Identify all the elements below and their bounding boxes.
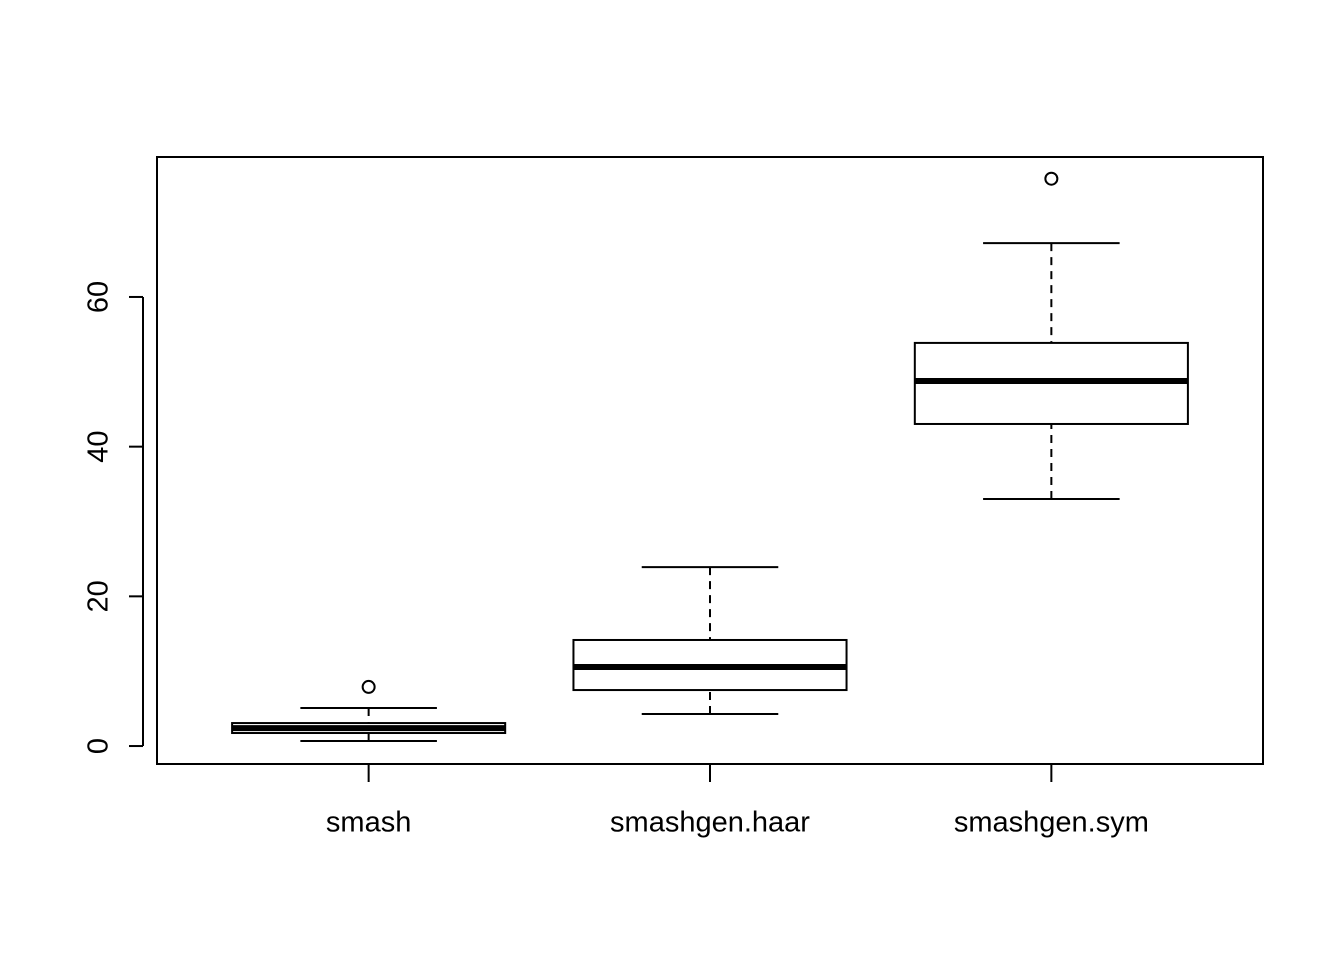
y-tick-label: 0: [83, 738, 115, 754]
x-tick-label: smashgen.haar: [610, 807, 810, 839]
y-tick-label: 40: [83, 431, 115, 463]
x-tick-label: smash: [326, 807, 411, 839]
outlier: [1044, 171, 1059, 186]
y-tick-label: 20: [83, 580, 115, 612]
outlier: [361, 679, 376, 694]
x-tick-label: smashgen.sym: [954, 807, 1149, 839]
y-tick-label: 60: [83, 281, 115, 313]
